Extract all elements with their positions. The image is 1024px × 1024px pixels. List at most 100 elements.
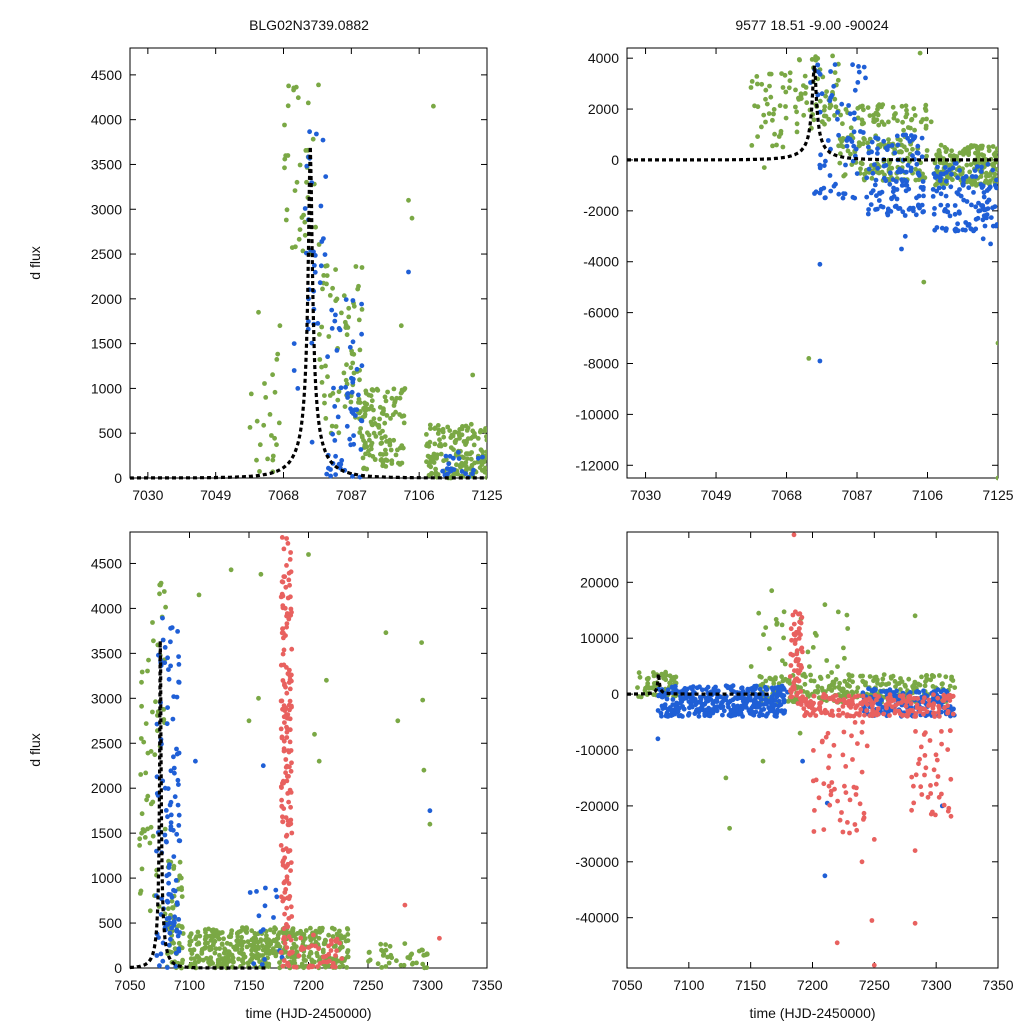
data-point: [449, 432, 455, 438]
data-point: [382, 434, 388, 439]
data-point: [284, 536, 289, 541]
data-point: [277, 323, 283, 329]
data-point: [943, 226, 949, 232]
data-point: [823, 158, 828, 164]
data-point: [794, 651, 800, 657]
data-point: [295, 386, 301, 391]
data-point: [837, 817, 843, 823]
data-point: [286, 680, 292, 685]
model-curve: [627, 65, 998, 162]
data-point: [176, 662, 182, 667]
data-point: [754, 74, 760, 79]
data-point: [288, 748, 294, 753]
y-tick-label: 4500: [91, 555, 122, 571]
data-point: [154, 953, 160, 958]
data-point: [459, 469, 465, 474]
data-point: [883, 702, 889, 708]
data-point: [166, 880, 172, 886]
data-point: [380, 463, 386, 469]
data-point: [726, 704, 731, 710]
data-point: [388, 416, 393, 421]
data-point: [285, 712, 291, 717]
data-point: [289, 672, 294, 678]
data-point: [329, 307, 335, 313]
data-point: [267, 412, 273, 417]
data-point: [802, 681, 808, 687]
y-tick-label: -20000: [575, 798, 619, 814]
y-tick-label: 20000: [580, 574, 619, 590]
data-point: [270, 372, 275, 378]
data-point: [270, 453, 276, 459]
data-point: [870, 188, 876, 194]
data-point: [816, 795, 822, 801]
data-point: [470, 434, 476, 440]
data-point: [331, 385, 336, 391]
y-tick-label: 3500: [91, 156, 122, 172]
data-point: [383, 457, 389, 463]
data-point: [819, 91, 825, 97]
x-tick-label: 7049: [700, 487, 731, 503]
data-point: [798, 689, 804, 694]
data-point: [894, 133, 900, 139]
data-point: [274, 357, 280, 362]
data-point: [912, 679, 918, 685]
data-point: [150, 620, 155, 625]
data-point: [165, 786, 171, 791]
data-point: [213, 946, 219, 952]
data-point: [912, 113, 918, 118]
data-point: [805, 649, 811, 655]
data-point: [955, 221, 960, 227]
data-point: [841, 698, 846, 703]
data-point: [482, 469, 487, 475]
data-point: [803, 85, 809, 90]
data-point: [902, 233, 908, 239]
data-point: [759, 81, 765, 87]
data-point: [366, 406, 372, 412]
data-point: [900, 178, 905, 184]
data-point: [807, 664, 812, 669]
data-point: [897, 169, 903, 175]
data-point: [308, 949, 314, 955]
data-point: [879, 169, 885, 175]
data-point: [346, 314, 352, 320]
data-point: [827, 173, 833, 178]
y-tick-label: 3500: [91, 645, 122, 661]
x-tick-label: 7300: [921, 977, 952, 993]
data-point: [780, 144, 786, 150]
data-point: [861, 107, 866, 113]
series-blue: [291, 129, 485, 480]
x-tick-label: 7250: [352, 977, 383, 993]
data-point: [875, 146, 880, 152]
data-point: [848, 713, 853, 719]
data-point: [860, 719, 865, 725]
data-point: [324, 273, 330, 278]
data-point: [877, 190, 882, 196]
data-point: [977, 208, 983, 214]
data-point: [852, 822, 858, 827]
data-point: [483, 465, 487, 471]
data-layer: [130, 82, 487, 481]
y-tick-label: 0: [114, 960, 122, 976]
data-point: [212, 950, 218, 956]
data-point: [817, 162, 823, 168]
data-point: [427, 808, 433, 814]
data-point: [176, 654, 182, 659]
data-point: [948, 813, 954, 819]
data-point: [770, 117, 775, 123]
data-point: [801, 671, 807, 677]
data-point: [865, 140, 871, 146]
data-point: [335, 397, 341, 403]
data-point: [768, 94, 774, 100]
data-point: [965, 178, 971, 184]
data-point: [356, 283, 361, 289]
data-point: [817, 190, 823, 196]
data-point: [217, 952, 222, 958]
data-point: [298, 935, 304, 941]
data-point: [793, 658, 799, 664]
data-point: [284, 207, 290, 213]
data-point: [796, 678, 801, 683]
data-point: [463, 442, 468, 447]
y-tick-label: -40000: [575, 910, 619, 926]
data-point: [284, 563, 289, 568]
data-point: [847, 111, 853, 117]
